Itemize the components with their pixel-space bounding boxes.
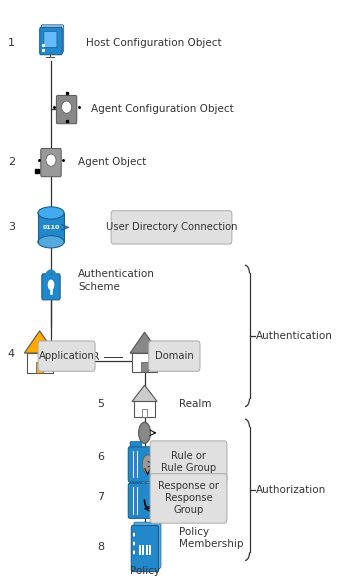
Text: 3: 3	[8, 222, 15, 233]
FancyBboxPatch shape	[134, 522, 161, 568]
Bar	[141, 362, 148, 372]
Circle shape	[48, 280, 53, 289]
Text: Response or
Response
Group: Response or Response Group	[158, 482, 219, 516]
FancyBboxPatch shape	[41, 148, 61, 177]
FancyBboxPatch shape	[44, 32, 57, 47]
Ellipse shape	[38, 207, 64, 219]
FancyBboxPatch shape	[38, 341, 95, 372]
FancyBboxPatch shape	[41, 25, 64, 52]
Text: Authentication: Authentication	[256, 331, 333, 341]
Polygon shape	[132, 353, 157, 372]
Ellipse shape	[62, 101, 72, 113]
Bar	[139, 541, 151, 557]
Bar	[36, 362, 43, 373]
Circle shape	[139, 422, 150, 444]
Text: 4: 4	[8, 349, 15, 359]
Text: 6: 6	[97, 452, 104, 462]
Text: Rule or
Rule Group: Rule or Rule Group	[161, 451, 216, 473]
Text: Domain: Domain	[155, 351, 194, 361]
Polygon shape	[132, 385, 157, 401]
Polygon shape	[27, 353, 53, 373]
Text: Policy
Membership: Policy Membership	[178, 527, 243, 549]
FancyBboxPatch shape	[111, 211, 232, 244]
Polygon shape	[130, 332, 159, 353]
Text: 5: 5	[97, 399, 104, 409]
FancyBboxPatch shape	[131, 526, 159, 571]
Text: Agent Configuration Object: Agent Configuration Object	[91, 104, 234, 114]
FancyBboxPatch shape	[149, 341, 200, 372]
FancyBboxPatch shape	[128, 447, 161, 482]
FancyBboxPatch shape	[42, 274, 60, 300]
Text: 1: 1	[8, 38, 15, 48]
Circle shape	[142, 455, 153, 473]
FancyBboxPatch shape	[128, 483, 161, 519]
Circle shape	[132, 550, 136, 555]
Text: User Directory Connection: User Directory Connection	[106, 222, 237, 233]
Text: 2: 2	[8, 157, 15, 167]
Circle shape	[132, 532, 136, 537]
FancyBboxPatch shape	[150, 473, 227, 523]
Text: Application: Application	[39, 351, 95, 361]
Text: Agent Object: Agent Object	[78, 157, 146, 167]
Text: 7: 7	[97, 492, 104, 502]
Ellipse shape	[38, 236, 64, 248]
Circle shape	[132, 541, 136, 546]
FancyBboxPatch shape	[130, 478, 142, 489]
Text: OR: OR	[84, 352, 100, 362]
Text: Host Configuration Object: Host Configuration Object	[87, 38, 222, 48]
Bar	[142, 409, 147, 417]
Bar	[140, 555, 151, 557]
Text: 8: 8	[97, 542, 104, 552]
FancyBboxPatch shape	[40, 28, 62, 54]
Text: Authentication
Scheme: Authentication Scheme	[78, 269, 155, 292]
Ellipse shape	[46, 154, 56, 166]
Bar	[148, 545, 149, 557]
FancyBboxPatch shape	[56, 96, 77, 124]
Polygon shape	[24, 331, 55, 353]
Text: Realm: Realm	[178, 399, 211, 409]
Polygon shape	[134, 401, 155, 417]
Bar	[144, 545, 146, 557]
Bar	[38, 213, 64, 242]
Text: 0110: 0110	[42, 225, 59, 230]
Bar	[141, 545, 142, 557]
Bar	[140, 541, 151, 544]
FancyBboxPatch shape	[130, 441, 142, 452]
Text: Authorization: Authorization	[256, 485, 326, 495]
Text: Policy: Policy	[129, 565, 160, 575]
FancyBboxPatch shape	[150, 441, 227, 483]
